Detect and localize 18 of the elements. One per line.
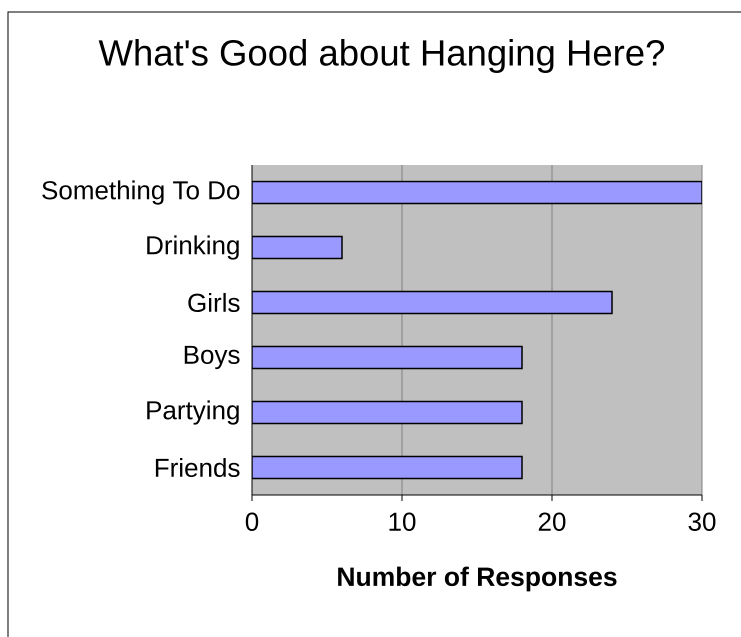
bar <box>252 346 523 370</box>
x-tick-label: 0 <box>246 512 258 531</box>
bar <box>252 236 343 260</box>
x-tick-label: 10 <box>390 512 416 531</box>
bar <box>252 180 702 204</box>
y-tick-label: Something To Do <box>42 180 240 205</box>
y-tick-label: Drinking <box>147 235 239 260</box>
x-axis-title: Number of Responses <box>338 566 617 592</box>
bar <box>252 400 523 424</box>
bar <box>252 290 613 314</box>
y-tick-label: Friends <box>156 458 240 478</box>
bar <box>252 456 523 480</box>
x-tick-label: 20 <box>538 512 566 531</box>
chart-title: What's Good about Hanging Here? <box>98 38 664 74</box>
y-tick-label: Girls <box>188 292 240 312</box>
x-tick-label: 30 <box>688 512 716 531</box>
y-tick-label: Boys <box>184 346 240 370</box>
y-tick-label: Partying <box>147 400 239 425</box>
